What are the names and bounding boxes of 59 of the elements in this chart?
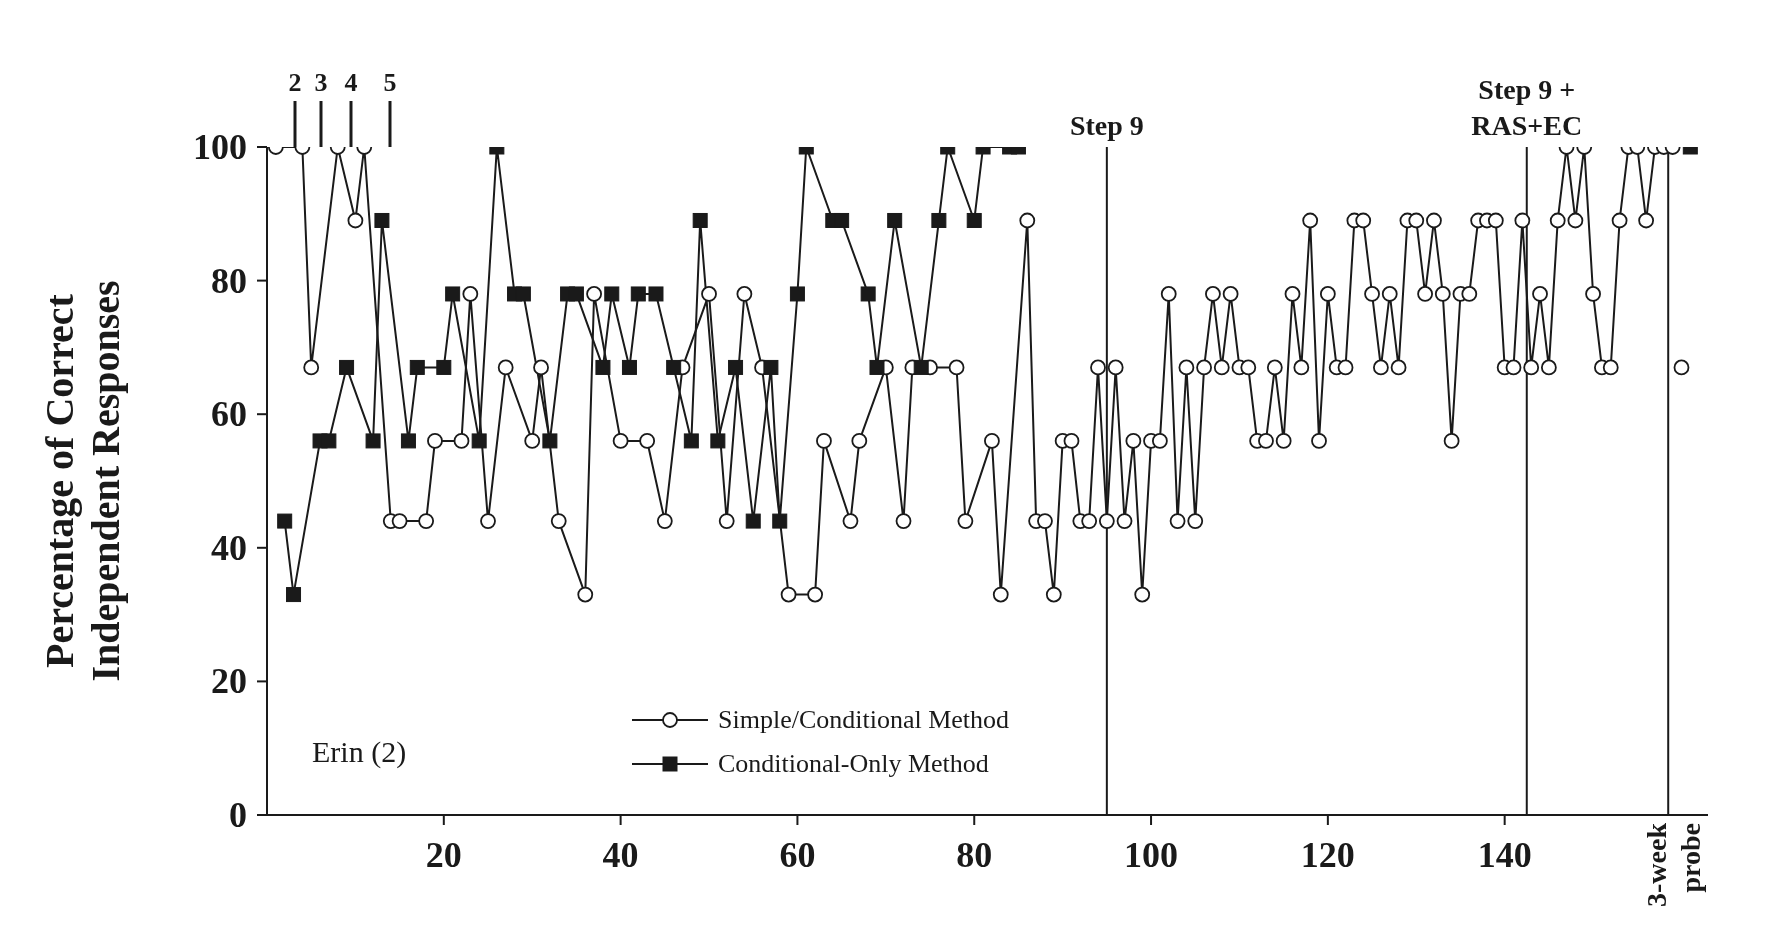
y-tick-label: 40 (211, 527, 247, 568)
point (445, 286, 461, 302)
point (648, 286, 664, 302)
point (763, 359, 779, 375)
x-tick-label: 100 (1124, 835, 1179, 875)
point (745, 513, 761, 529)
point (789, 286, 805, 302)
point (621, 359, 637, 375)
y-tick-label: 0 (229, 795, 247, 835)
x-tick-label: 140 (1477, 835, 1532, 875)
point (666, 359, 682, 375)
point (710, 433, 726, 449)
text: 5 (383, 68, 397, 97)
point (365, 433, 381, 449)
point (339, 359, 355, 375)
point (834, 212, 850, 228)
x-tick-label: 80 (956, 835, 993, 875)
point (286, 587, 302, 603)
point (630, 286, 646, 302)
text: 3 (314, 68, 328, 97)
point (374, 212, 390, 228)
point (400, 433, 416, 449)
text: 4 (344, 68, 358, 97)
point (913, 359, 929, 375)
point (595, 359, 611, 375)
point (887, 212, 903, 228)
point (692, 212, 708, 228)
point (931, 212, 947, 228)
x-tick-label: 60 (779, 835, 816, 875)
point (471, 433, 487, 449)
point (321, 433, 337, 449)
point (728, 359, 744, 375)
point (604, 286, 620, 302)
text: 3-week probe (1641, 822, 1706, 907)
point (869, 359, 885, 375)
point (436, 359, 452, 375)
y-tick-label: 80 (211, 260, 247, 301)
legend-label: Simple/Conditional Method (718, 705, 1010, 735)
x-tick-label: 40 (602, 835, 639, 875)
text: 2 (288, 68, 302, 97)
point (542, 433, 558, 449)
y-tick-label: 100 (193, 127, 247, 167)
annotation: Erin (2) (312, 735, 407, 769)
point (772, 513, 788, 529)
ref-line-label: Step 9 + RAS+EC (1471, 74, 1583, 141)
point (966, 212, 982, 228)
x-tick-label: 120 (1300, 835, 1355, 875)
legend-label: Conditional-Only Method (718, 749, 989, 779)
point (683, 433, 699, 449)
ref-line-label: Step 9 (1069, 110, 1144, 141)
y-tick-label: 20 (211, 661, 247, 702)
x-tick-label: 20 (425, 835, 462, 875)
y-axis-title: Percentage of Correct Independent Responses (37, 280, 129, 682)
point (860, 286, 876, 302)
point (515, 286, 531, 302)
point (409, 359, 425, 375)
y-tick-label: 60 (211, 394, 247, 435)
point (568, 286, 584, 302)
point (277, 513, 293, 529)
